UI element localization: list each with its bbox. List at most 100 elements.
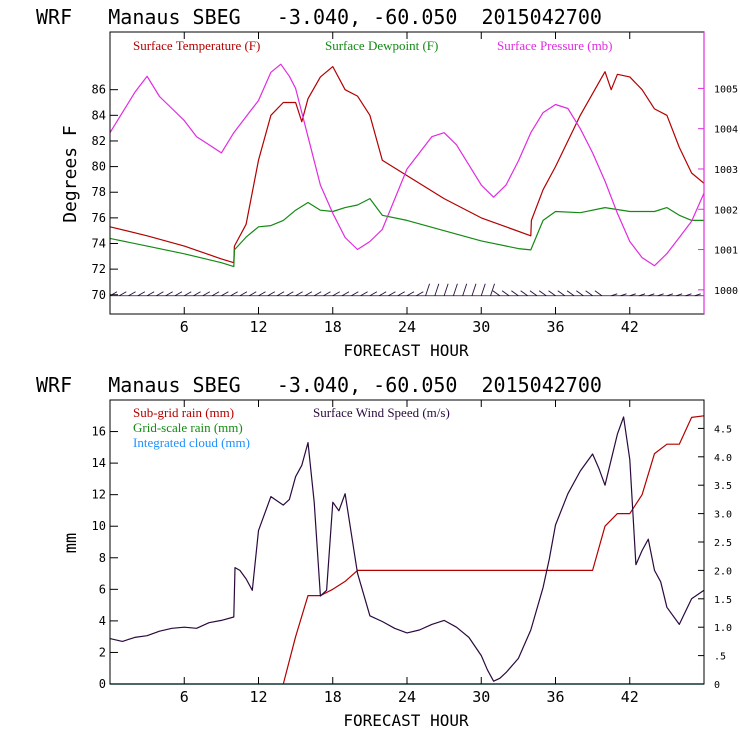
wind-barb <box>538 290 547 297</box>
x-tick-label: 42 <box>621 688 639 706</box>
right-y-tick-label: 1001 <box>714 246 738 257</box>
wind-barb <box>304 291 313 297</box>
right-y-tick-label: 1002 <box>714 205 738 216</box>
wind-barb <box>511 290 519 297</box>
wind-barb <box>313 291 322 297</box>
left-y-tick-label: 72 <box>92 262 106 276</box>
legend-surface-dewpoint: Surface Dewpoint (F) <box>325 38 438 53</box>
wind-barb <box>286 291 294 297</box>
temperature-panel: WRF Manaus SBEG -3.040, -60.050 20150427… <box>36 5 738 360</box>
wind-barb <box>230 291 238 297</box>
left-y-tick-label: 78 <box>92 185 106 199</box>
top-plot-frame <box>109 31 705 315</box>
wind-barb <box>341 291 350 297</box>
wind-barb <box>501 290 510 297</box>
bottom-x-axis-label: FORECAST HOUR <box>343 711 469 730</box>
x-tick-label: 18 <box>324 318 342 336</box>
wind-barbs <box>109 283 704 297</box>
wind-barb <box>109 291 118 297</box>
right-y-tick-label: 2.5 <box>714 538 732 549</box>
wind-barb <box>492 290 501 297</box>
legend-surface-pressure: Surface Pressure (mb) <box>497 38 613 53</box>
wind-barb <box>480 283 486 296</box>
top-plot-area <box>109 63 705 268</box>
x-tick-label: 42 <box>621 318 639 336</box>
wind-barb <box>529 290 538 297</box>
sub-grid-rain-line <box>282 415 705 685</box>
right-y-tick-label: 1003 <box>714 165 738 176</box>
wind-barb <box>369 291 378 297</box>
wind-barb <box>332 291 340 297</box>
x-tick-label: 36 <box>546 318 564 336</box>
legend-sub-grid-rain: Sub-grid rain (mm) <box>133 405 234 420</box>
surface-pressure-line <box>109 63 705 267</box>
wind-barb <box>452 283 458 296</box>
right-y-tick-label: 1005 <box>714 84 738 95</box>
wind-barb <box>119 291 127 297</box>
wind-barb <box>267 291 276 297</box>
wind-barb <box>520 290 528 297</box>
right-y-tick-label: .5 <box>714 652 726 663</box>
wind-barb <box>557 290 566 297</box>
wind-barb <box>638 293 646 297</box>
wind-barb <box>295 291 303 297</box>
wind-barb <box>156 291 164 297</box>
right-y-tick-label: 3.0 <box>714 510 732 521</box>
left-y-tick-label: 8 <box>99 551 106 565</box>
wind-barb <box>137 291 146 297</box>
legend-surface-temperature: Surface Temperature (F) <box>133 38 260 53</box>
left-y-tick-label: 10 <box>92 519 106 533</box>
wind-barb <box>406 291 415 297</box>
wind-barb <box>620 293 627 297</box>
legend-grid-scale-rain: Grid-scale rain (mm) <box>133 420 243 435</box>
right-y-tick-label: 1000 <box>714 286 738 297</box>
right-y-tick-label: 4.5 <box>714 424 732 435</box>
top-y-axis-label: Degrees F <box>60 125 81 223</box>
wind-barb <box>471 283 477 296</box>
wind-barb <box>211 291 220 297</box>
legend-surface-wind-speed: Surface Wind Speed (m/s) <box>313 405 450 420</box>
left-y-tick-label: 6 <box>99 582 106 596</box>
bottom-axis-ticks: 6 12 18 24 30 36 4202468101214160.51.01.52.02.… <box>92 400 732 706</box>
bottom-plot-frame <box>109 399 705 685</box>
surface-temperature-line <box>109 66 705 264</box>
top-axis-ticks: 6 12 18 24 30 36 42 70 72 74 76 78 80 82 84 86 1000 1001 1… <box>92 32 738 336</box>
surface-dewpoint-line <box>109 198 704 268</box>
wind-barb <box>629 293 636 297</box>
left-y-tick-label: 82 <box>92 134 106 148</box>
left-y-tick-label: 84 <box>92 108 106 122</box>
left-y-tick-label: 70 <box>92 288 106 302</box>
wind-barb <box>443 283 449 296</box>
right-y-tick-label: 1.5 <box>714 595 732 606</box>
wind-barb <box>425 283 430 296</box>
x-tick-label: 6 <box>180 318 189 336</box>
right-y-tick-label: 4.0 <box>714 453 732 464</box>
right-y-tick-label: 2.0 <box>714 566 732 577</box>
wind-barb <box>248 291 257 297</box>
right-y-tick-label: 3.5 <box>714 481 732 492</box>
legend-integrated-cloud: Integrated cloud (mm) <box>133 435 250 450</box>
wind-barb <box>548 290 556 297</box>
wind-barb <box>585 290 593 297</box>
left-y-tick-label: 16 <box>92 425 106 439</box>
wind-barb <box>576 290 584 297</box>
wind-barb <box>676 293 683 297</box>
left-y-tick-label: 0 <box>99 677 106 691</box>
x-tick-label: 30 <box>472 318 490 336</box>
wind-barb <box>258 291 266 297</box>
surface-wind-speed-line <box>109 416 705 682</box>
x-tick-label: 24 <box>398 688 416 706</box>
wind-barb <box>323 291 331 297</box>
x-tick-label: 6 <box>180 688 189 706</box>
x-tick-label: 18 <box>324 688 342 706</box>
left-y-tick-label: 74 <box>92 237 106 251</box>
wind-barb <box>657 293 664 297</box>
x-tick-label: 12 <box>249 688 267 706</box>
wind-barb <box>128 291 136 297</box>
wind-barb <box>165 291 173 297</box>
wind-barb <box>566 290 575 297</box>
right-y-tick-label: 0 <box>714 680 720 691</box>
wind-barb <box>462 283 468 296</box>
wind-barb <box>397 291 405 297</box>
wind-barb <box>221 291 229 297</box>
